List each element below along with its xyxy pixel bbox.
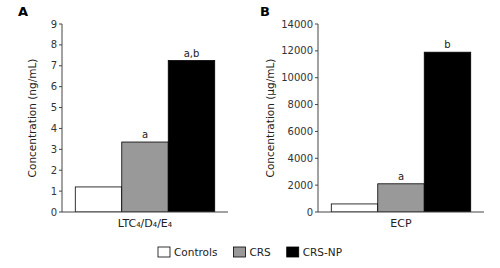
y-tick-label: 10000 [281, 72, 313, 83]
bars [75, 61, 214, 212]
y-tick-label: 1 [51, 186, 57, 197]
bars [331, 52, 470, 212]
panel-label: B [260, 4, 270, 19]
x-tick-label: ECP [390, 217, 412, 230]
y-tick-label: 8 [51, 39, 57, 50]
bar [75, 187, 121, 212]
chart: 0 1 2 3 4 5 6 7 8 9 LTC₄/D₄/E₄ a a,b Concentration (n… [0, 0, 500, 268]
bar [331, 204, 377, 212]
panel: 0 2000 4000 6000 8000 10000 12000 14000 ECP a b Con… [260, 4, 484, 230]
bar [168, 61, 214, 212]
y-axis-line [318, 24, 319, 212]
legend: Controls CRS CRS-NP [158, 246, 342, 258]
legend-swatch [233, 247, 245, 257]
legend-swatch [287, 247, 299, 257]
y-tick-label: 6 [51, 81, 57, 92]
annotation: b [444, 39, 450, 50]
y-tick-label: 3 [51, 144, 57, 155]
y-tick-label: 5 [51, 102, 57, 113]
y-tick-label: 2 [51, 165, 57, 176]
y-tick-label: 4 [51, 123, 57, 134]
panel: 0 1 2 3 4 5 6 7 8 9 LTC₄/D₄/E₄ a a,b Concentration (n… [18, 4, 228, 230]
y-tick-label: 12000 [281, 45, 313, 56]
y-tick-label: 9 [51, 19, 57, 30]
legend-swatch [158, 247, 170, 257]
y-tick-label: 6000 [288, 126, 313, 137]
x-axis-line [318, 212, 484, 213]
y-tick-label: 8000 [288, 99, 313, 110]
y-tick-label: 0 [51, 207, 57, 218]
legend-label: CRS-NP [303, 246, 342, 258]
legend-label: Controls [174, 246, 217, 258]
y-tick-label: 14000 [281, 19, 313, 30]
y-tick-label: 0 [307, 207, 313, 218]
y-tick-label: 2000 [288, 180, 313, 191]
x-tick-label: LTC₄/D₄/E₄ [118, 217, 173, 230]
y-axis-label: Concentration (μg/mL) [264, 59, 276, 178]
panel-label: A [18, 4, 28, 19]
x-axis-line [62, 212, 228, 213]
y-tick-label: 4000 [288, 153, 313, 164]
legend-label: CRS [249, 246, 271, 258]
annotation: a [142, 129, 148, 140]
bar [424, 52, 470, 212]
y-axis-line [62, 24, 63, 212]
annotation: a [398, 171, 404, 182]
y-axis-label: Concentration (ng/mL) [26, 59, 38, 178]
annotation: a,b [184, 48, 200, 59]
bar [378, 184, 424, 212]
y-tick-label: 7 [51, 60, 57, 71]
bar [122, 142, 168, 212]
